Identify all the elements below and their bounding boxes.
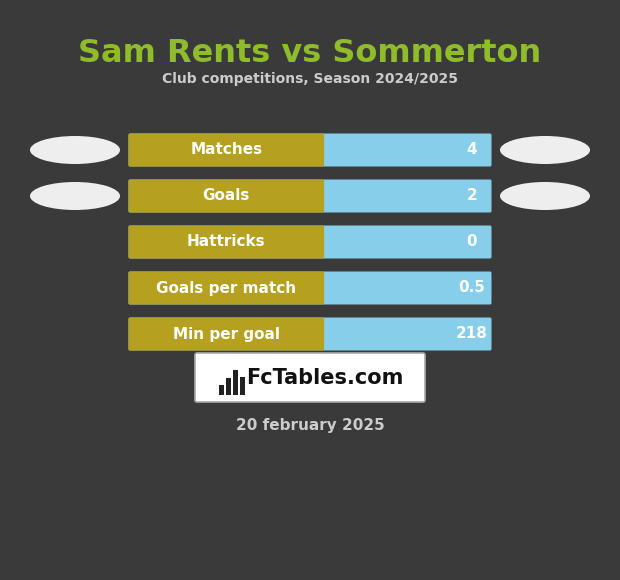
- FancyBboxPatch shape: [128, 226, 492, 259]
- Text: 0: 0: [467, 234, 477, 249]
- Text: 218: 218: [456, 327, 488, 342]
- FancyBboxPatch shape: [128, 317, 324, 350]
- Text: Min per goal: Min per goal: [173, 327, 280, 342]
- FancyBboxPatch shape: [128, 179, 324, 212]
- Text: Sam Rents vs Sommerton: Sam Rents vs Sommerton: [78, 38, 542, 69]
- Text: 2: 2: [467, 188, 477, 204]
- Ellipse shape: [500, 182, 590, 210]
- Text: 0.5: 0.5: [459, 281, 485, 295]
- FancyBboxPatch shape: [128, 226, 324, 259]
- Bar: [219, 385, 224, 395]
- FancyBboxPatch shape: [128, 179, 492, 212]
- Bar: [226, 378, 231, 395]
- Text: Hattricks: Hattricks: [187, 234, 265, 249]
- Text: Club competitions, Season 2024/2025: Club competitions, Season 2024/2025: [162, 72, 458, 86]
- FancyBboxPatch shape: [195, 353, 425, 402]
- Text: Matches: Matches: [190, 143, 262, 158]
- Text: 20 february 2025: 20 february 2025: [236, 418, 384, 433]
- Bar: [233, 370, 238, 395]
- Ellipse shape: [30, 136, 120, 164]
- FancyBboxPatch shape: [128, 133, 492, 166]
- Ellipse shape: [30, 182, 120, 210]
- Ellipse shape: [500, 136, 590, 164]
- Text: Goals per match: Goals per match: [156, 281, 296, 295]
- Text: Goals: Goals: [203, 188, 250, 204]
- FancyBboxPatch shape: [128, 271, 324, 304]
- Bar: [240, 377, 245, 395]
- FancyBboxPatch shape: [128, 133, 324, 166]
- Text: 4: 4: [467, 143, 477, 158]
- FancyBboxPatch shape: [128, 317, 492, 350]
- Text: FcTables.com: FcTables.com: [246, 368, 404, 387]
- FancyBboxPatch shape: [128, 271, 492, 304]
